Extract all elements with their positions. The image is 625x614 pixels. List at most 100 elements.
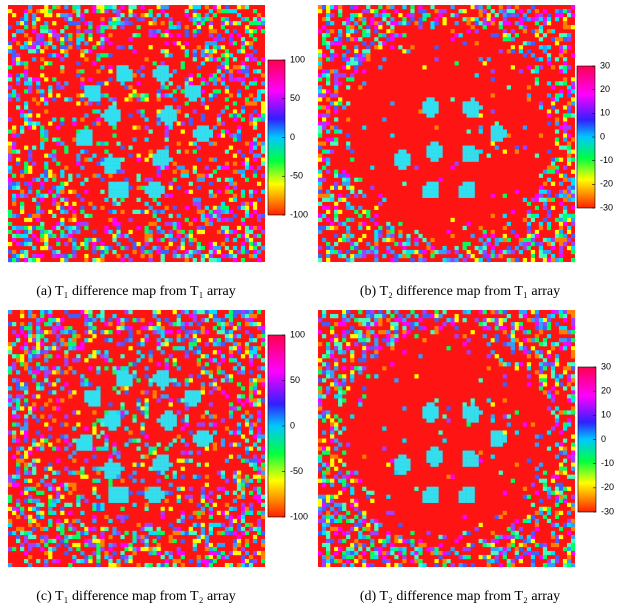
pixel <box>181 475 185 479</box>
pixel <box>48 41 52 45</box>
pixel <box>28 77 32 81</box>
pixel <box>165 150 169 154</box>
pixel <box>326 374 330 378</box>
pixel <box>52 53 56 57</box>
pixel <box>124 97 128 101</box>
pixel <box>358 57 362 61</box>
pixel <box>165 382 169 386</box>
pixel <box>157 93 161 97</box>
pixel <box>390 342 394 346</box>
pixel <box>253 242 257 246</box>
pixel <box>52 503 56 507</box>
pixel <box>342 105 346 109</box>
pixel <box>169 117 173 121</box>
pixel <box>169 242 173 246</box>
pixel <box>249 57 253 61</box>
pixel <box>221 342 225 346</box>
pixel <box>193 539 197 543</box>
pixel <box>438 551 442 555</box>
pixel <box>217 89 221 93</box>
pixel <box>430 146 434 150</box>
pixel <box>40 342 44 346</box>
pixel <box>237 426 241 430</box>
pixel <box>390 17 394 21</box>
pixel <box>346 77 350 81</box>
pixel <box>149 178 153 182</box>
pixel <box>145 410 149 414</box>
pixel <box>451 563 455 567</box>
pixel <box>527 238 531 242</box>
pixel <box>531 5 535 9</box>
pixel <box>104 113 108 117</box>
pixel <box>467 17 471 21</box>
pixel <box>193 398 197 402</box>
pixel <box>539 45 543 49</box>
pixel <box>318 178 322 182</box>
pixel <box>527 246 531 250</box>
pixel <box>80 81 84 85</box>
pixel <box>213 414 217 418</box>
pixel <box>201 330 205 334</box>
pixel <box>76 226 80 230</box>
pixel <box>96 174 100 178</box>
pixel <box>362 346 366 350</box>
pixel <box>32 246 36 250</box>
pixel <box>88 134 92 138</box>
pixel <box>209 222 213 226</box>
pixel <box>153 467 157 471</box>
pixel <box>76 410 80 414</box>
pixel <box>463 410 467 414</box>
pixel <box>342 53 346 57</box>
pixel <box>145 190 149 194</box>
pixel <box>217 166 221 170</box>
pixel <box>141 5 145 9</box>
pixel <box>169 338 173 342</box>
pixel <box>201 49 205 53</box>
pixel <box>92 230 96 234</box>
pixel <box>24 439 28 443</box>
pixel <box>84 158 88 162</box>
pixel <box>451 258 455 262</box>
pixel <box>402 326 406 330</box>
pixel <box>475 113 479 117</box>
pixel <box>249 33 253 37</box>
pixel <box>120 386 124 390</box>
pixel <box>40 182 44 186</box>
pixel <box>366 523 370 527</box>
pixel <box>16 258 20 262</box>
pixel <box>52 487 56 491</box>
pixel <box>112 101 116 105</box>
pixel <box>116 455 120 459</box>
pixel <box>128 218 132 222</box>
pixel <box>233 342 237 346</box>
pixel <box>338 527 342 531</box>
pixel <box>366 322 370 326</box>
pixel <box>326 463 330 467</box>
pixel <box>257 374 261 378</box>
pixel <box>503 134 507 138</box>
pixel <box>233 138 237 142</box>
pixel <box>189 402 193 406</box>
pixel <box>161 459 165 463</box>
pixel <box>64 422 68 426</box>
pixel <box>434 45 438 49</box>
pixel <box>342 426 346 430</box>
pixel <box>8 158 12 162</box>
pixel <box>225 166 229 170</box>
pixel <box>326 390 330 394</box>
pixel <box>48 53 52 57</box>
pixel <box>471 194 475 198</box>
pixel <box>173 226 177 230</box>
pixel <box>547 238 551 242</box>
pixel <box>362 455 366 459</box>
pixel <box>173 178 177 182</box>
pixel <box>249 338 253 342</box>
pixel <box>60 539 64 543</box>
pixel <box>165 234 169 238</box>
pixel <box>362 366 366 370</box>
pixel <box>209 414 213 418</box>
pixel <box>330 422 334 426</box>
pixel <box>161 69 165 73</box>
pixel <box>237 406 241 410</box>
pixel <box>20 394 24 398</box>
